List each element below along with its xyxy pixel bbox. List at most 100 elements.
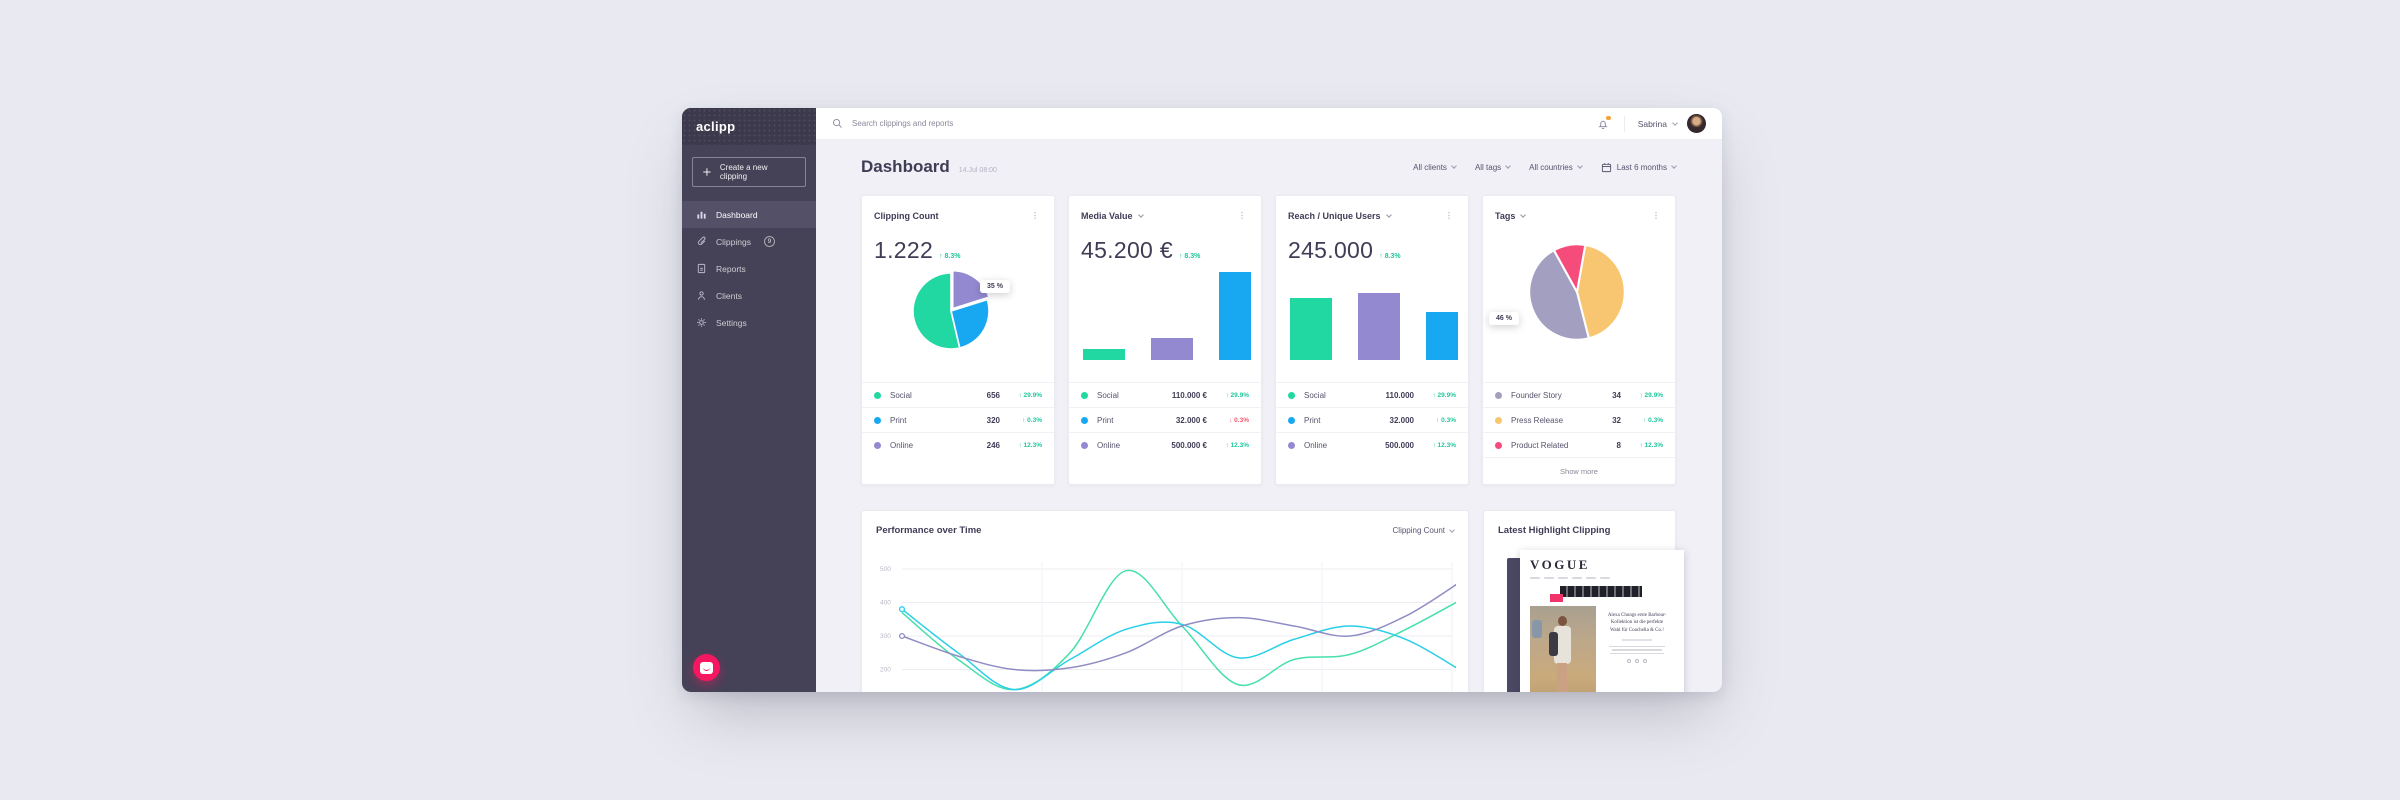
card-media-value: Media Value 45.200 € ↑ 8.3% xyxy=(1068,195,1262,485)
metric-value: 1.222 xyxy=(874,237,934,263)
clipping-social-icons xyxy=(1606,659,1668,664)
svg-text:500: 500 xyxy=(880,566,891,573)
avatar[interactable] xyxy=(1687,114,1706,133)
kebab-menu-icon[interactable] xyxy=(1028,208,1042,223)
document-icon xyxy=(697,263,706,274)
metric-change: ↑ 8.3% xyxy=(939,253,961,260)
sidebar-item-label: Reports xyxy=(716,263,746,274)
tags-pie-chart xyxy=(1523,238,1631,346)
clipping-photo xyxy=(1530,606,1596,692)
chevron-down-icon xyxy=(1137,211,1144,218)
media-value-bar-chart xyxy=(1081,268,1251,360)
metric-change: ↑ 8.3% xyxy=(1379,253,1401,260)
bell-icon xyxy=(1597,120,1608,129)
bar-chart-icon xyxy=(697,211,706,219)
legend-row: Online 246 ↑ 12.3% xyxy=(862,432,1054,457)
plus-icon xyxy=(703,168,711,176)
legend-row: Online 500.000 € ↑ 12.3% xyxy=(1069,432,1261,457)
clipping-count-pie-chart xyxy=(908,268,994,354)
calendar-icon xyxy=(1601,162,1611,172)
create-clipping-button[interactable]: Create a new clipping xyxy=(692,157,806,187)
metric-select-dropdown[interactable]: Clipping Count xyxy=(1393,526,1455,535)
chevron-down-icon xyxy=(1451,163,1457,169)
kebab-menu-icon[interactable] xyxy=(1649,208,1663,223)
legend-row: Print 32.000 ↑ 0.3% xyxy=(1276,407,1468,432)
card-tags: Tags 46 % Founder Story 34 xyxy=(1482,195,1676,485)
sidebar-item-settings[interactable]: Settings xyxy=(682,309,816,336)
kebab-menu-icon[interactable] xyxy=(1442,208,1456,223)
filter-all-clients[interactable]: All clients xyxy=(1413,163,1457,172)
filter-all-tags[interactable]: All tags xyxy=(1475,163,1512,172)
panel-title: Latest Highlight Clipping xyxy=(1498,525,1611,536)
main-area: Sabrina Dashboard 14.Jul 08:00 All clien… xyxy=(816,108,1722,692)
page-title-row: Dashboard 14.Jul 08:00 xyxy=(861,157,997,177)
global-search[interactable] xyxy=(832,118,1597,129)
performance-panel: Performance over Time Clipping Count 500… xyxy=(861,510,1469,692)
legend-dot xyxy=(1495,416,1502,424)
sidebar-item-label: Clients xyxy=(716,290,742,301)
chevron-down-icon xyxy=(1520,211,1527,218)
clipping-headline: Alexa Chungs erste Barbour-Kollektion is… xyxy=(1607,613,1667,633)
sidebar-nav: Dashboard Clippings 9 Reports xyxy=(682,201,816,336)
page-title: Dashboard xyxy=(861,157,950,176)
topbar: Sabrina xyxy=(816,108,1722,140)
aclipp-dashboard-window: aclipp Create a new clipping Dashboard xyxy=(682,108,1722,692)
sidebar-item-label: Dashboard xyxy=(716,209,758,220)
gear-icon xyxy=(697,318,706,327)
show-more-link[interactable]: Show more xyxy=(1483,457,1675,484)
legend-dot xyxy=(1495,441,1502,449)
card-title-dropdown[interactable]: Reach / Unique Users xyxy=(1288,211,1392,221)
filter-bar: All clients All tags All countries xyxy=(1413,162,1677,173)
chevron-down-icon xyxy=(1449,526,1455,533)
legend-dot xyxy=(874,441,881,449)
legend-row: Founder Story 34 ↑ 29.9% xyxy=(1483,382,1675,407)
sidebar-item-label: Settings xyxy=(716,317,747,328)
clipping-nav-placeholder xyxy=(1530,577,1674,579)
card-legend: Social 110.000 € ↑ 29.9% Print 32.000 € … xyxy=(1069,382,1261,457)
performance-line-chart: 500 400 300 200 xyxy=(876,544,1456,692)
search-input[interactable] xyxy=(850,118,1070,129)
highlight-clipping-thumbnail[interactable]: VOGUE xyxy=(1498,546,1684,692)
sidebar-item-label: Clippings xyxy=(716,236,751,247)
filter-all-countries[interactable]: All countries xyxy=(1529,163,1583,172)
stat-cards-row: Clipping Count 1.222 ↑ 8.3% 35 % xyxy=(861,195,1676,485)
card-title-dropdown[interactable]: Media Value xyxy=(1081,211,1144,221)
create-clipping-label: Create a new clipping xyxy=(719,163,768,181)
user-menu[interactable]: Sabrina xyxy=(1638,114,1706,133)
chat-widget-button[interactable] xyxy=(693,654,720,681)
sidebar-item-dashboard[interactable]: Dashboard xyxy=(682,201,816,228)
clippings-count-badge: 9 xyxy=(763,236,775,247)
legend-row: Social 110.000 € ↑ 29.9% xyxy=(1069,382,1261,407)
red-accent-block xyxy=(1550,594,1563,602)
card-clipping-count: Clipping Count 1.222 ↑ 8.3% 35 % xyxy=(861,195,1055,485)
topbar-divider xyxy=(1623,115,1625,132)
person-icon xyxy=(698,291,705,300)
filter-date-range[interactable]: Last 6 months xyxy=(1601,162,1677,173)
legend-row: Print 320 ↑ 0.3% xyxy=(862,407,1054,432)
legend-row: Print 32.000 € ↓ 0.3% xyxy=(1069,407,1261,432)
sidebar-item-reports[interactable]: Reports xyxy=(682,255,816,282)
pie-tooltip: 35 % xyxy=(980,280,1010,293)
sidebar-item-clippings[interactable]: Clippings 9 xyxy=(682,228,816,255)
metric-value: 245.000 xyxy=(1288,237,1374,263)
card-legend: Founder Story 34 ↑ 29.9% Press Release 3… xyxy=(1483,382,1675,484)
legend-dot xyxy=(1288,441,1295,449)
card-reach: Reach / Unique Users 245.000 ↑ 8.3% xyxy=(1275,195,1469,485)
vogue-clipping-page: VOGUE xyxy=(1520,550,1684,692)
chevron-down-icon xyxy=(1672,119,1678,126)
chevron-down-icon xyxy=(1505,163,1512,169)
vogue-masthead: VOGUE xyxy=(1530,557,1590,572)
video-bar xyxy=(1560,586,1642,597)
card-legend: Social 656 ↑ 29.9% Print 320 ↑ 0.3% xyxy=(862,382,1054,457)
sidebar: aclipp Create a new clipping Dashboard xyxy=(682,108,816,692)
clipping-text-placeholder xyxy=(1606,645,1668,655)
page-timestamp: 14.Jul 08:00 xyxy=(958,167,997,174)
legend-row: Press Release 32 ↑ 0.3% xyxy=(1483,407,1675,432)
legend-dot xyxy=(874,391,881,399)
user-name: Sabrina xyxy=(1637,118,1667,129)
kebab-menu-icon[interactable] xyxy=(1235,208,1249,223)
pie-tooltip: 46 % xyxy=(1489,312,1519,325)
card-title-dropdown[interactable]: Tags xyxy=(1495,211,1527,221)
notifications-button[interactable] xyxy=(1597,115,1611,130)
sidebar-item-clients[interactable]: Clients xyxy=(682,282,816,309)
